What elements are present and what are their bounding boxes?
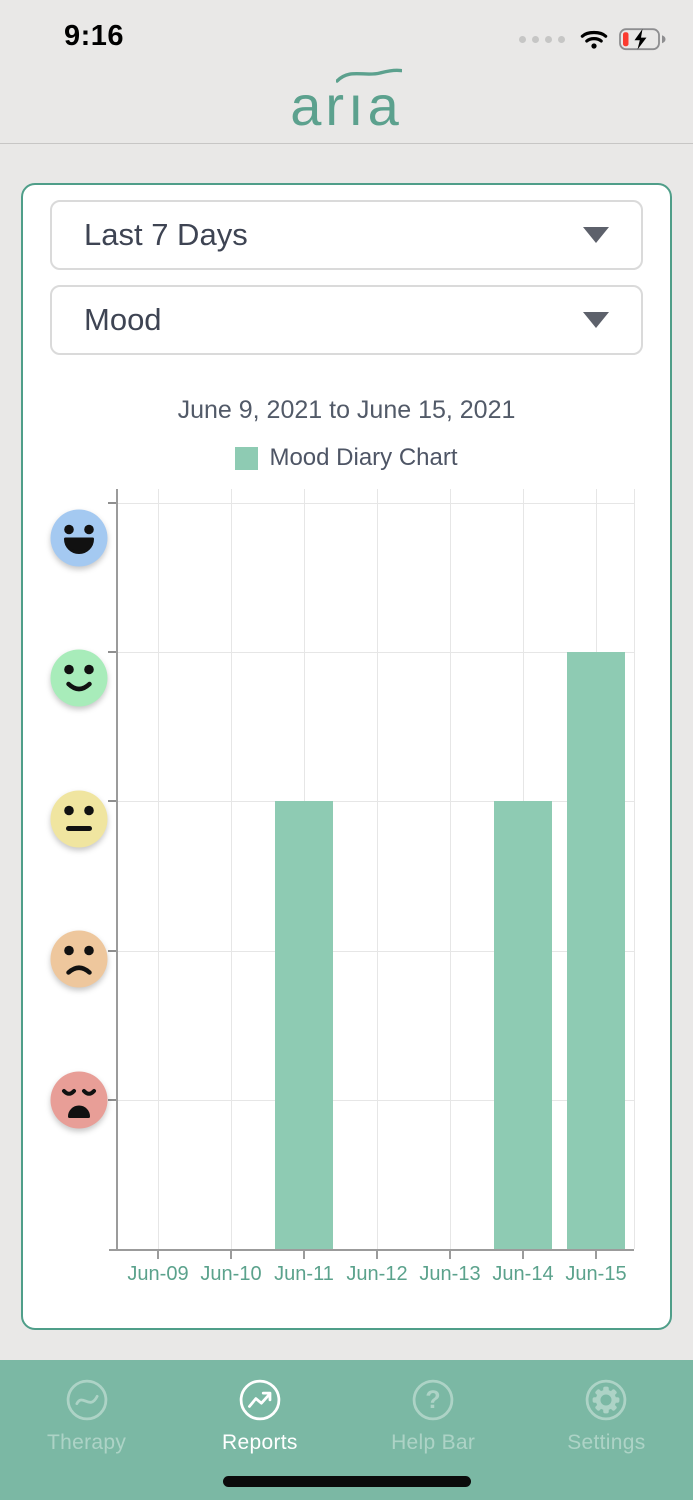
- status-icons: [519, 28, 667, 51]
- date-range-value: Last 7 Days: [84, 217, 248, 252]
- tab-label: Reports: [222, 1431, 298, 1454]
- help-question-icon: ?: [409, 1376, 457, 1429]
- tab-help-bar[interactable]: ? Help Bar: [347, 1360, 520, 1500]
- app-logo: arıa: [290, 74, 403, 137]
- tab-label: Settings: [567, 1431, 646, 1454]
- report-card: [21, 183, 672, 1330]
- tab-label: Therapy: [47, 1431, 127, 1454]
- home-indicator[interactable]: [223, 1476, 471, 1487]
- battery-charging-icon: [619, 28, 666, 51]
- chevron-down-icon: [583, 312, 609, 328]
- settings-gear-icon: [582, 1376, 630, 1429]
- status-time: 9:16: [64, 20, 125, 52]
- chevron-down-icon: [583, 227, 609, 243]
- tab-settings[interactable]: Settings: [520, 1360, 693, 1500]
- tab-therapy[interactable]: Therapy: [0, 1360, 173, 1500]
- therapy-wave-icon: [63, 1376, 111, 1429]
- wifi-icon: [580, 30, 608, 49]
- metric-value: Mood: [84, 302, 162, 337]
- tab-label: Help Bar: [391, 1431, 476, 1454]
- tab-reports[interactable]: Reports: [173, 1360, 346, 1500]
- svg-text:?: ?: [426, 1386, 441, 1414]
- date-range-dropdown[interactable]: Last 7 Days: [50, 200, 643, 270]
- legend-swatch: [235, 446, 259, 470]
- logo-wave-icon: [336, 68, 402, 83]
- cellular-dots-icon: [519, 36, 565, 43]
- chart-date-range: June 9, 2021 to June 15, 2021: [177, 396, 516, 424]
- header-divider: [0, 143, 693, 144]
- chart-legend: Mood Diary Chart: [0, 444, 693, 472]
- reports-trend-icon: [236, 1376, 284, 1429]
- metric-dropdown[interactable]: Mood: [50, 285, 643, 355]
- legend-label: Mood Diary Chart: [269, 444, 458, 471]
- tab-bar: Therapy Reports? Help Bar Settings: [0, 1360, 693, 1500]
